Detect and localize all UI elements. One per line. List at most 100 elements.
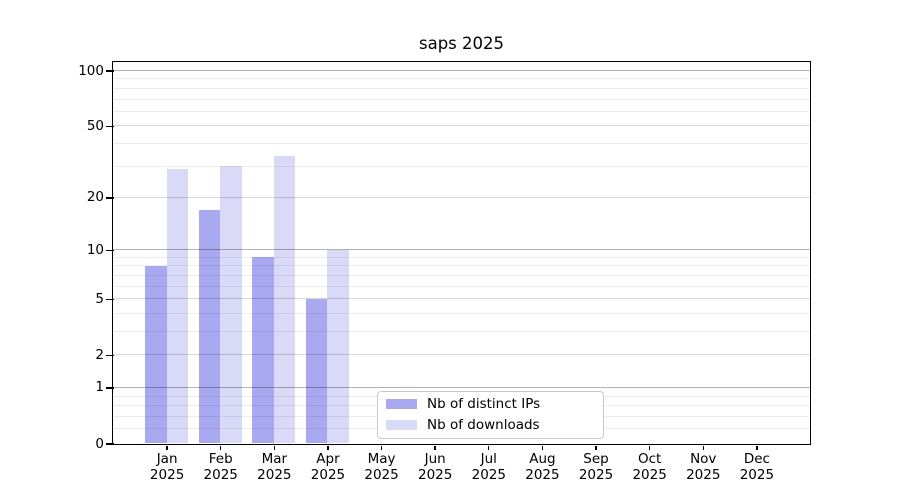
legend-item-downloads: Nb of downloads xyxy=(386,417,603,434)
gridline-major xyxy=(113,125,810,127)
legend-swatch-distinct-ips xyxy=(386,399,417,409)
legend-label-distinct-ips: Nb of distinct IPs xyxy=(427,396,541,412)
gridline-major xyxy=(113,196,810,198)
x-tick-mark xyxy=(434,445,436,450)
y-tick-mark xyxy=(106,249,114,251)
x-tick-mark xyxy=(595,445,597,450)
x-tick-label-dec: Dec 2025 xyxy=(725,451,789,484)
x-tick-month: Dec xyxy=(743,450,770,467)
y-tick-mark xyxy=(106,197,114,199)
gridline-minor xyxy=(113,87,810,89)
x-tick-mark xyxy=(327,445,329,450)
x-tick-year: 2025 xyxy=(364,467,399,483)
x-tick-year: 2025 xyxy=(310,467,346,483)
y-tick-mark xyxy=(106,387,114,389)
y-tick-label: 50 xyxy=(86,117,104,134)
gridline-minor xyxy=(113,165,810,167)
x-tick-mark xyxy=(220,445,222,450)
x-tick-mark xyxy=(488,445,490,450)
legend: Nb of distinct IPs Nb of downloads xyxy=(377,390,604,439)
chart-title: saps 2025 xyxy=(418,34,504,53)
bar-jan-ips xyxy=(145,265,167,444)
bar-mar-downloads xyxy=(273,156,296,444)
x-tick-month: Jul xyxy=(480,450,497,467)
x-tick-month: Apr xyxy=(316,450,340,467)
x-tick-year: 2025 xyxy=(418,467,453,483)
bars-layer xyxy=(113,62,810,444)
y-tick-mark xyxy=(106,443,114,445)
y-tick-label: 10 xyxy=(86,241,104,258)
gridline-minor xyxy=(113,142,810,144)
gridline-minor xyxy=(113,98,810,100)
x-tick-month: Feb xyxy=(208,450,233,467)
y-tick-label: 5 xyxy=(95,290,104,307)
x-tick-mark xyxy=(648,445,651,450)
x-tick-mark xyxy=(541,445,544,450)
x-tick-label-oct: Oct 2025 xyxy=(618,451,682,484)
x-tick-year: 2025 xyxy=(578,467,614,483)
y-tick-label: 0 xyxy=(95,435,104,452)
x-tick-year: 2025 xyxy=(739,467,775,483)
x-tick-label-apr: Apr 2025 xyxy=(296,451,360,484)
y-tick-mark xyxy=(106,354,114,356)
x-tick-mark xyxy=(702,445,704,450)
x-tick-label-nov: Nov 2025 xyxy=(671,451,735,484)
x-tick-month: Nov xyxy=(690,450,717,467)
legend-swatch-downloads xyxy=(386,420,417,430)
gridline-minor xyxy=(113,330,810,332)
x-tick-year: 2025 xyxy=(632,467,667,483)
x-tick-year: 2025 xyxy=(686,467,721,483)
x-tick-year: 2025 xyxy=(471,467,506,483)
y-tick-label: 20 xyxy=(86,189,104,206)
gridline-minor xyxy=(113,265,810,267)
y-tick-label: 2 xyxy=(95,346,104,363)
gridline-minor xyxy=(113,274,810,276)
bar-apr-ips xyxy=(306,298,328,444)
x-tick-label-mar: Mar 2025 xyxy=(242,451,306,484)
gridline-major xyxy=(113,249,810,251)
legend-label-downloads: Nb of downloads xyxy=(427,417,540,433)
x-tick-month: Sep xyxy=(583,450,609,467)
gridline-major xyxy=(113,70,810,72)
x-tick-label-may: May 2025 xyxy=(350,451,414,484)
x-tick-mark xyxy=(756,445,758,450)
x-tick-label-jan: Jan 2025 xyxy=(135,451,199,484)
plot-area xyxy=(112,60,811,445)
x-tick-month: Jun xyxy=(424,450,446,467)
x-tick-month: Mar xyxy=(261,450,288,467)
x-tick-mark xyxy=(166,445,168,450)
x-tick-month: May xyxy=(367,450,396,467)
x-tick-year: 2025 xyxy=(149,467,185,483)
x-tick-label-jul: Jul 2025 xyxy=(457,451,521,484)
x-tick-month: Jan xyxy=(156,450,178,467)
x-tick-month: Aug xyxy=(529,450,556,467)
y-tick-mark xyxy=(106,70,114,72)
y-tick-mark xyxy=(106,298,114,300)
x-tick-mark xyxy=(380,445,383,450)
x-tick-mark xyxy=(273,445,276,450)
y-tick-mark xyxy=(106,125,114,127)
bar-feb-ips xyxy=(198,209,221,444)
x-tick-label-feb: Feb 2025 xyxy=(189,451,253,484)
bar-jan-downloads xyxy=(166,168,189,444)
bar-feb-downloads xyxy=(220,166,242,444)
y-tick-label: 100 xyxy=(78,62,104,79)
gridline-minor xyxy=(113,256,810,258)
y-tick-label: 1 xyxy=(95,379,104,396)
legend-item-distinct-ips: Nb of distinct IPs xyxy=(386,396,603,413)
gridline-minor xyxy=(113,110,810,112)
gridline-minor xyxy=(113,78,810,80)
gridline-major xyxy=(113,298,810,300)
x-tick-month: Oct xyxy=(637,450,662,467)
gridline-major xyxy=(113,354,810,356)
gridline-minor xyxy=(113,285,810,287)
x-tick-year: 2025 xyxy=(203,467,238,483)
x-tick-label-aug: Aug 2025 xyxy=(510,451,574,484)
x-tick-label-jun: Jun 2025 xyxy=(403,451,467,484)
x-tick-label-sep: Sep 2025 xyxy=(564,451,628,484)
bar-mar-ips xyxy=(252,257,274,444)
bar-apr-downloads xyxy=(327,249,349,444)
x-tick-year: 2025 xyxy=(257,467,292,483)
gridline-major xyxy=(113,386,810,388)
x-tick-year: 2025 xyxy=(525,467,560,483)
